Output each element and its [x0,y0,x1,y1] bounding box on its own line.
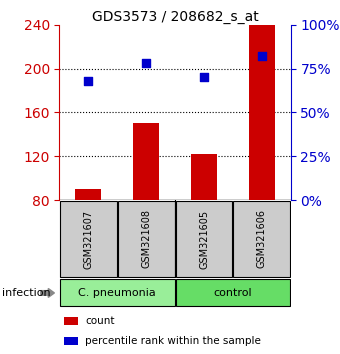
Bar [60,279,174,307]
Bar [118,201,174,277]
Bar [191,154,217,200]
Point [259,53,265,59]
Bar [64,317,78,325]
Bar [176,201,232,277]
Text: GSM321606: GSM321606 [257,210,267,268]
Text: infection: infection [2,288,50,298]
Bar [249,25,275,200]
Text: C. pneumonia: C. pneumonia [79,288,156,298]
Bar [234,201,290,277]
Bar [60,201,117,277]
Text: count: count [85,316,115,326]
Text: control: control [214,288,252,298]
Bar [75,189,101,200]
Point [86,78,91,84]
Point [201,74,207,80]
Text: GSM321607: GSM321607 [83,209,94,269]
Point [143,61,149,66]
Bar [176,279,290,307]
Title: GDS3573 / 208682_s_at: GDS3573 / 208682_s_at [92,10,258,24]
Bar [64,337,78,345]
Text: percentile rank within the sample: percentile rank within the sample [85,336,261,346]
Text: GSM321608: GSM321608 [141,210,151,268]
Text: GSM321605: GSM321605 [199,209,209,269]
Bar [133,123,159,200]
